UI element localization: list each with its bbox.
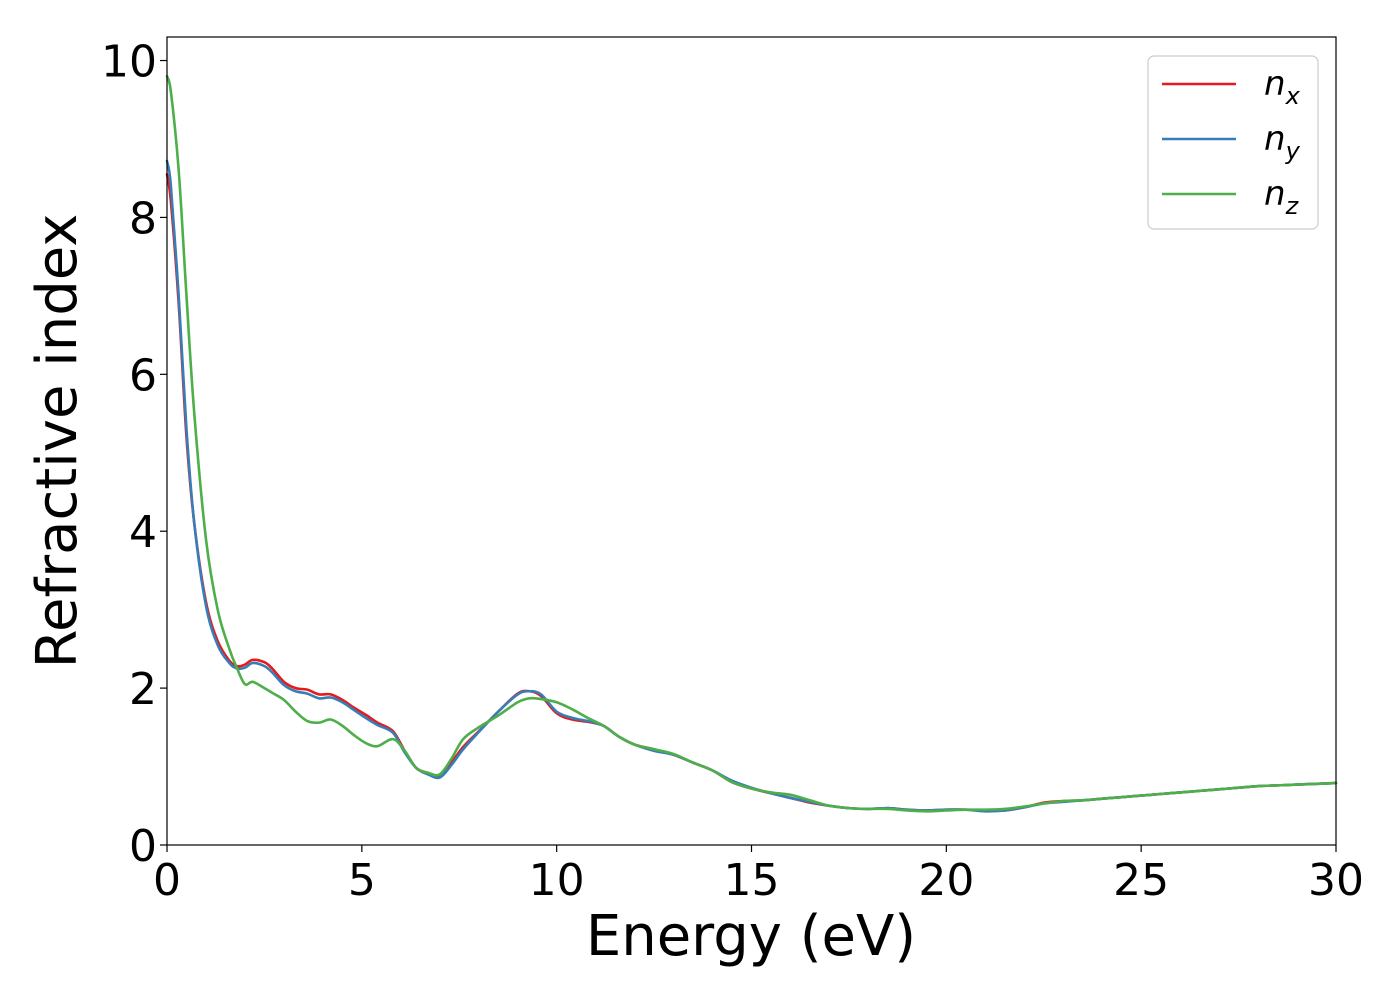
y-tick-label: 6 [129,350,157,401]
y-tick-label: 2 [129,664,157,715]
y-axis-title: Refractive index [25,214,90,669]
series-layer [165,74,1338,813]
y-axis-ticks: 0 2 4 6 8 10 [101,37,167,872]
y-tick-label: 0 [129,821,157,872]
x-tick-label: 0 [153,855,181,906]
y-tick-label: 4 [129,507,157,558]
x-tick-label: 20 [918,855,974,906]
y-tick-label: 10 [101,37,157,88]
x-tick-label: 10 [529,855,585,906]
legend-box [1147,55,1319,230]
plot-background [167,37,1336,845]
y-tick-label: 8 [129,193,157,244]
series-line-nz [165,74,1338,813]
x-axis-title: Energy (eV) [586,904,916,969]
x-tick-label: 5 [348,855,376,906]
x-tick-label: 25 [1113,855,1169,906]
x-tick-label: 30 [1308,855,1364,906]
x-axis-ticks: 0 5 10 15 20 25 30 [153,845,1364,906]
x-tick-label: 15 [724,855,780,906]
